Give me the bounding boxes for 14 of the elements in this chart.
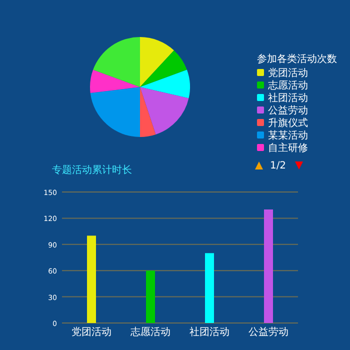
text: 参加各类活动次数 [257,53,337,65]
legend-label: 志愿活动 [268,80,308,92]
legend-label: 升旗仪式 [268,117,308,129]
x-tick-label: 党团活动 [72,326,112,338]
legend-label: 自主研修 [268,142,308,154]
legend-label: 公益劳动 [268,104,308,116]
x-tick-label: 志愿活动 [130,326,170,338]
text: 1/2 [270,160,286,172]
x-tick-label: 社团活动 [190,326,230,338]
legend-label: 社团活动 [268,92,308,104]
legend-label: 某某活动 [268,130,308,142]
x-tick-label: 公益劳动 [248,326,288,338]
chart-title: 专题活动累计时长 [52,164,132,176]
legend-label: 党团活动 [268,67,308,79]
